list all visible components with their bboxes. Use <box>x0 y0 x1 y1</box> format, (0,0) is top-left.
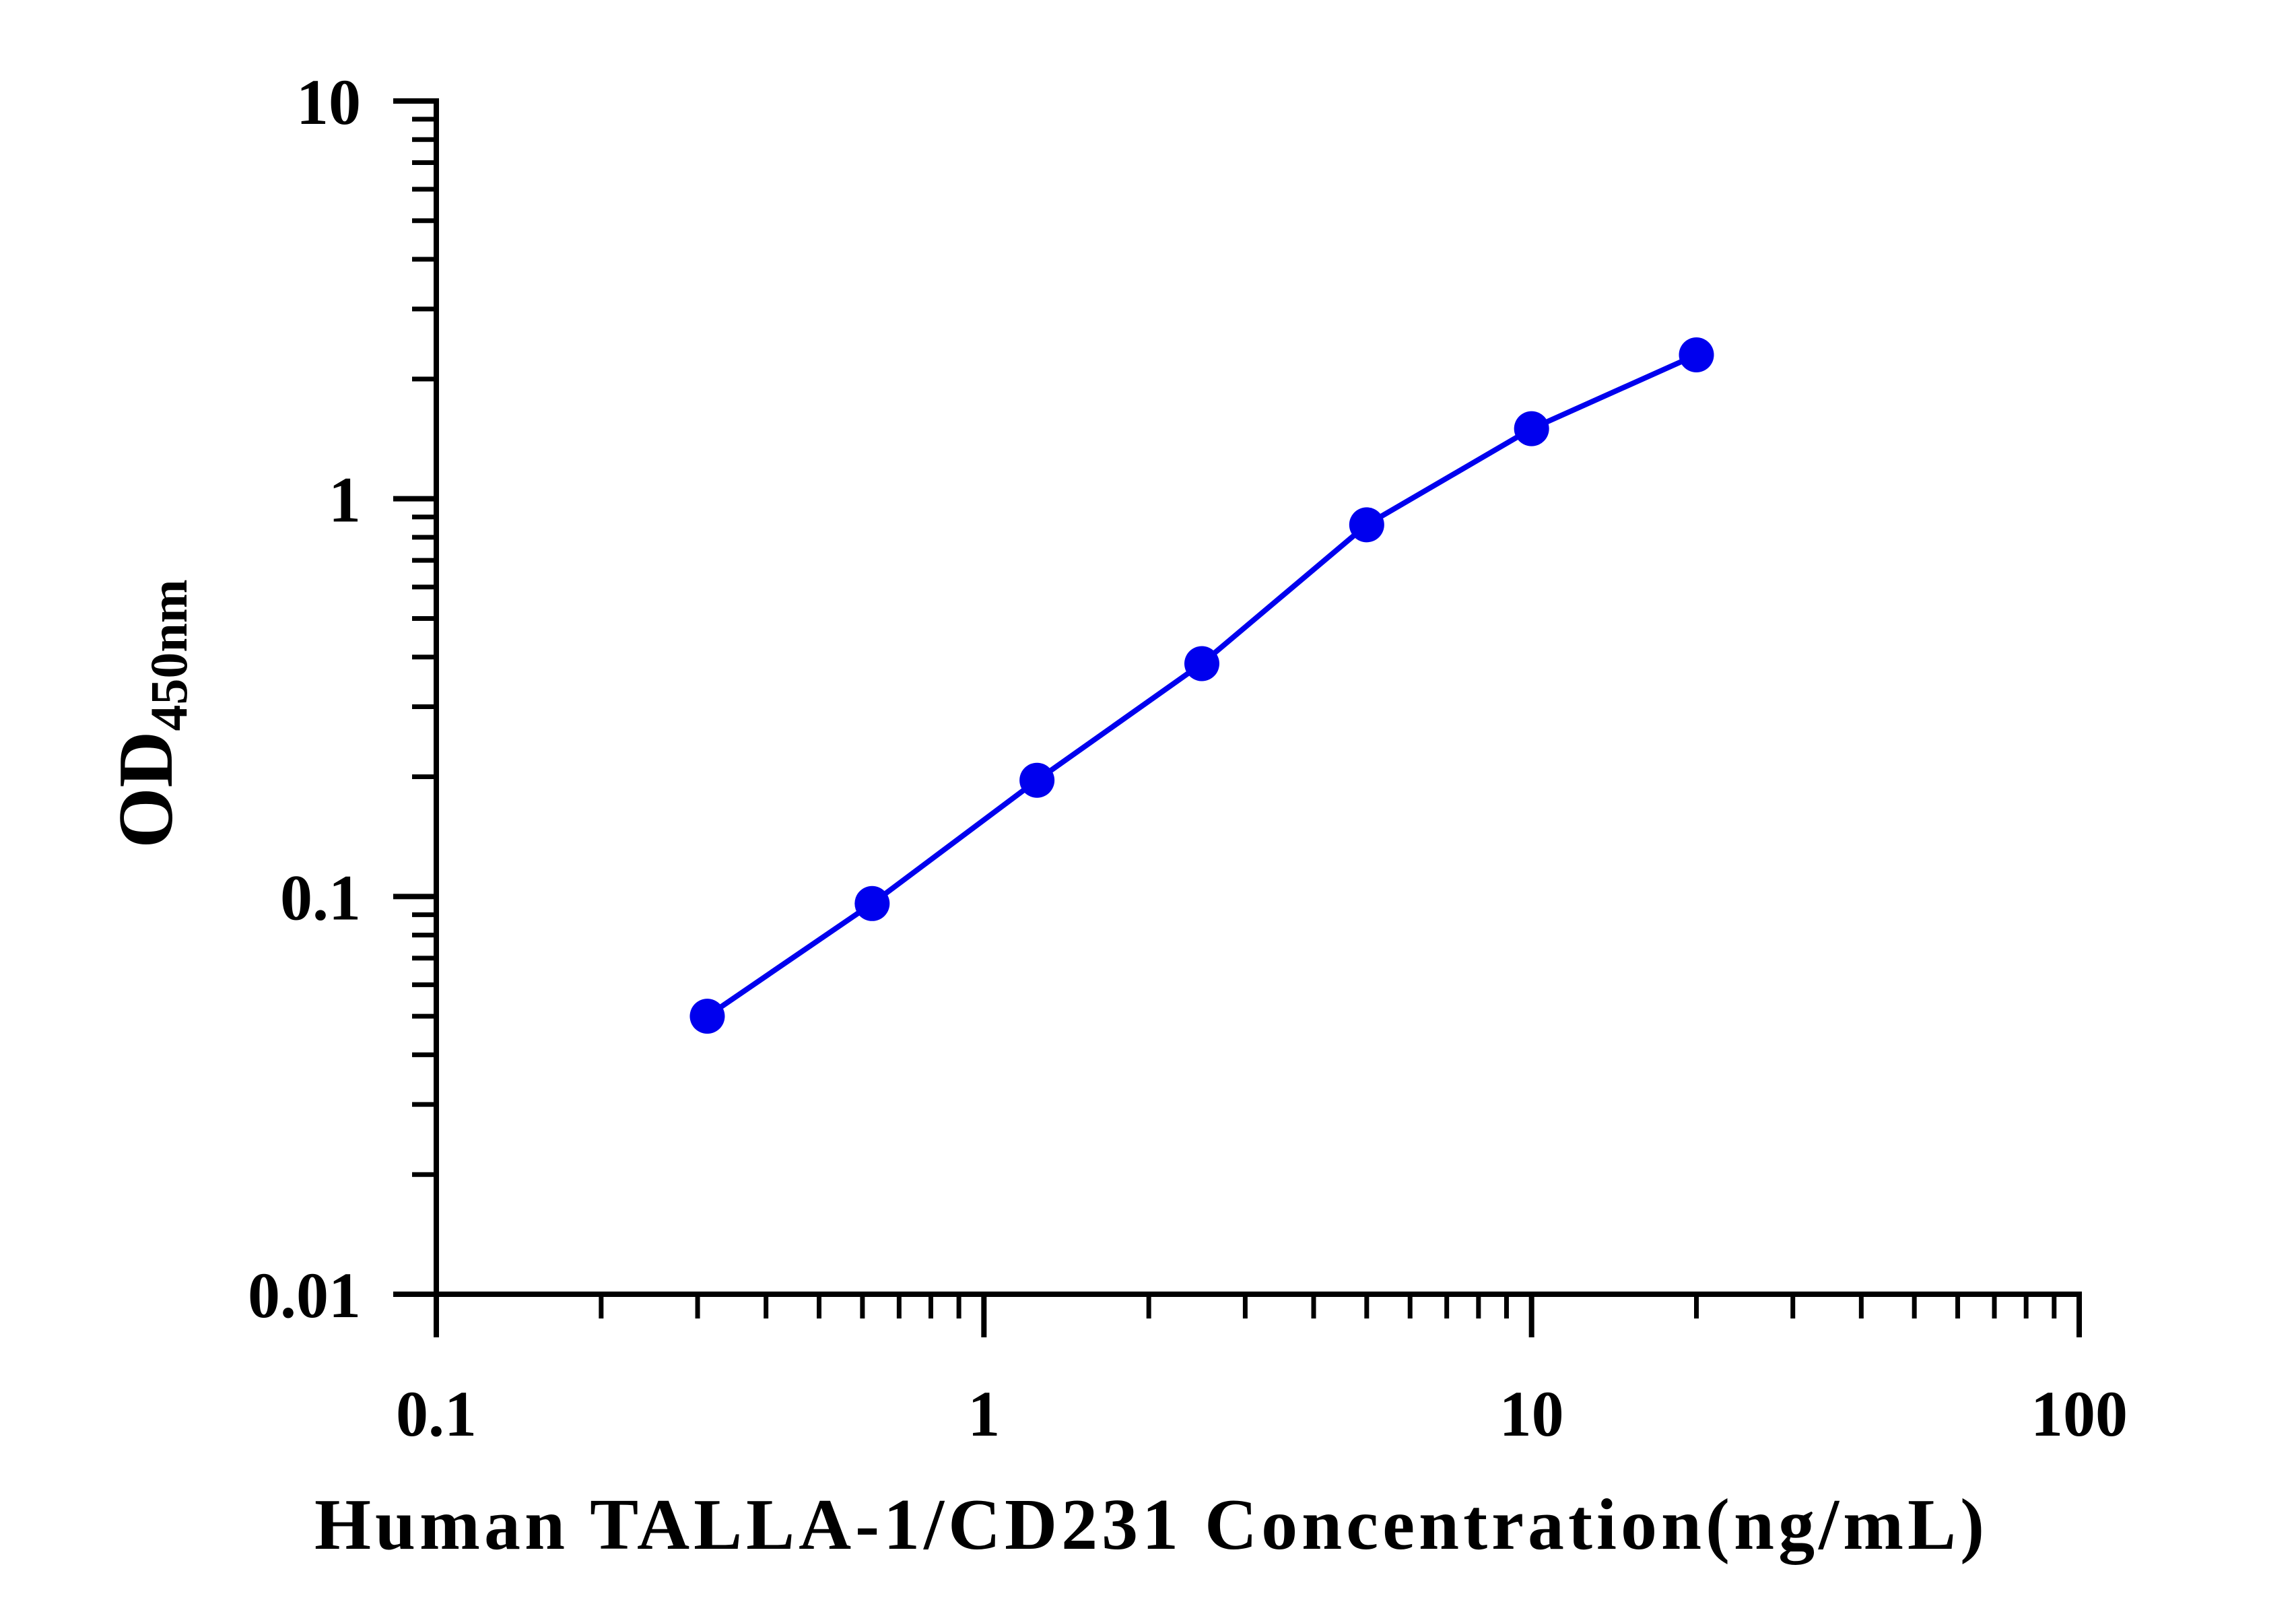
x-tick-label: 10 <box>1499 1378 1564 1450</box>
y-axis-title-main: OD <box>103 731 189 848</box>
x-tick-label: 100 <box>2031 1378 2128 1450</box>
y-tick-label: 1 <box>329 464 361 536</box>
data-point <box>1184 646 1219 681</box>
data-point <box>1514 411 1549 446</box>
y-tick-label: 0.01 <box>248 1259 361 1331</box>
y-axis-title-subscript: 450nm <box>139 579 198 731</box>
x-axis-title: Human TALLA-1/CD231 Concentration(ng/mL) <box>314 1485 1988 1565</box>
series-line <box>706 352 1698 1019</box>
data-point <box>1679 337 1714 373</box>
series-layer <box>689 337 1714 1034</box>
data-point <box>1349 507 1384 543</box>
y-tick-label: 10 <box>296 66 361 138</box>
x-tick-label: 1 <box>968 1378 1000 1450</box>
x-axis: 0.1 1 10 100 <box>396 1292 2128 1450</box>
data-point <box>1019 762 1055 798</box>
y-axis: 0.01 0.1 1 10 <box>248 66 439 1331</box>
data-point <box>689 999 725 1034</box>
data-point <box>854 885 890 921</box>
y-tick-label: 0.1 <box>280 861 361 933</box>
y-axis-title: OD450nm <box>103 579 198 848</box>
x-tick-label: 0.1 <box>396 1378 477 1450</box>
